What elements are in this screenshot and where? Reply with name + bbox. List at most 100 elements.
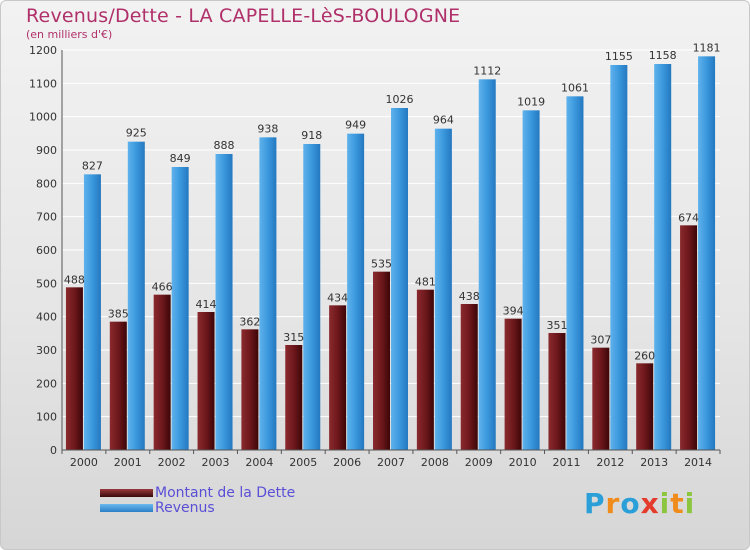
x-tick-label: 2004 [245,456,273,469]
bar-dette [680,225,698,450]
y-tick-label: 0 [50,444,57,457]
bar-revenus [127,141,145,450]
data-label-dette: 535 [371,258,392,271]
x-tick-label: 2003 [202,456,230,469]
data-label-dette: 674 [678,211,699,224]
y-tick-label: 1000 [29,111,57,124]
bar-revenus [698,56,716,450]
bar-dette [65,287,83,450]
bar-revenus [83,174,101,451]
x-tick-label: 2008 [421,456,449,469]
y-tick-label: 500 [36,277,57,290]
y-tick-label: 400 [36,311,57,324]
data-label-revenus: 925 [126,127,147,140]
bar-revenus [171,167,189,450]
data-label-dette: 315 [283,331,304,344]
bar-revenus [478,79,496,450]
y-tick-label: 200 [36,377,57,390]
y-tick-label: 800 [36,177,57,190]
data-label-dette: 414 [196,298,217,311]
data-label-revenus: 1112 [473,64,501,77]
bar-revenus [347,133,365,450]
x-tick-label: 2009 [465,456,493,469]
bar-revenus [303,144,321,450]
x-tick-label: 2002 [158,456,186,469]
data-label-revenus: 888 [214,139,235,152]
x-tick-label: 2000 [70,456,98,469]
proxiti-logo: Proxiti [584,487,695,520]
bar-revenus [610,65,628,450]
bar-dette [416,289,434,450]
data-label-revenus: 827 [82,159,103,172]
y-tick-label: 900 [36,144,57,157]
y-tick-label: 1200 [29,44,57,57]
data-label-revenus: 1019 [517,95,545,108]
data-label-revenus: 1155 [605,50,633,63]
data-label-dette: 351 [546,319,567,332]
bar-revenus [259,137,277,451]
data-label-revenus: 964 [433,114,454,127]
logo-letter: t [670,487,685,520]
data-label-revenus: 849 [170,152,191,165]
bar-revenus [434,128,452,450]
bar-dette [460,304,478,450]
chart-title: Revenus/Dette - LA CAPELLE-LèS-BOULOGNE [26,5,461,27]
x-tick-label: 2006 [333,456,361,469]
bar-dette [329,305,347,450]
chart-subtitle: (en milliers d'€) [26,28,113,41]
bar-revenus [522,110,540,450]
y-tick-label: 100 [36,411,57,424]
x-tick-label: 2010 [509,456,537,469]
data-label-revenus: 1158 [649,49,677,62]
data-label-dette: 362 [239,315,260,328]
bar-revenus [391,108,408,450]
x-tick-label: 2001 [114,456,142,469]
data-label-dette: 481 [415,276,436,289]
y-tick-label: 700 [36,211,57,224]
data-label-dette: 488 [64,273,85,286]
data-label-dette: 438 [459,290,480,303]
x-tick-label: 2011 [552,456,580,469]
data-label-revenus: 918 [301,129,322,142]
legend-label-dette: Montant de la Dette [155,485,296,501]
data-label-dette: 307 [590,334,611,347]
bar-revenus [215,154,233,450]
bar-dette [504,318,522,450]
data-label-revenus: 949 [345,119,366,132]
bar-revenus [654,64,672,450]
logo-letter: r [605,487,621,520]
bar-dette [109,321,127,450]
data-label-dette: 385 [108,308,129,321]
x-tick-label: 2007 [377,456,405,469]
logo-letter: P [584,487,606,520]
y-tick-label: 300 [36,344,57,357]
data-label-revenus: 1181 [693,41,721,54]
logo-letter: x [640,487,660,520]
bar-dette [636,363,654,450]
data-label-dette: 394 [503,305,524,318]
bar-dette [197,312,215,450]
y-tick-label: 1100 [29,77,57,90]
bar-dette [241,329,259,450]
x-tick-label: 2012 [596,456,624,469]
logo-letter: o [620,487,641,520]
x-tick-label: 2005 [289,456,317,469]
bar-dette [285,345,303,450]
legend-swatch-revenus [100,504,153,512]
logo-letter: i [684,487,696,520]
bar-dette [373,271,390,450]
data-label-revenus: 1026 [386,93,414,106]
y-tick-label: 600 [36,244,57,257]
data-label-dette: 260 [634,349,655,362]
data-label-dette: 466 [152,281,173,294]
bar-dette [548,333,566,450]
legend-label-revenus: Revenus [155,500,215,516]
data-label-dette: 434 [327,291,348,304]
bar-dette [592,347,610,450]
data-label-revenus: 1061 [561,81,589,94]
x-tick-label: 2014 [684,456,712,469]
bar-dette [153,294,171,450]
legend-swatch-dette [100,489,153,497]
bar-revenus [566,96,584,450]
